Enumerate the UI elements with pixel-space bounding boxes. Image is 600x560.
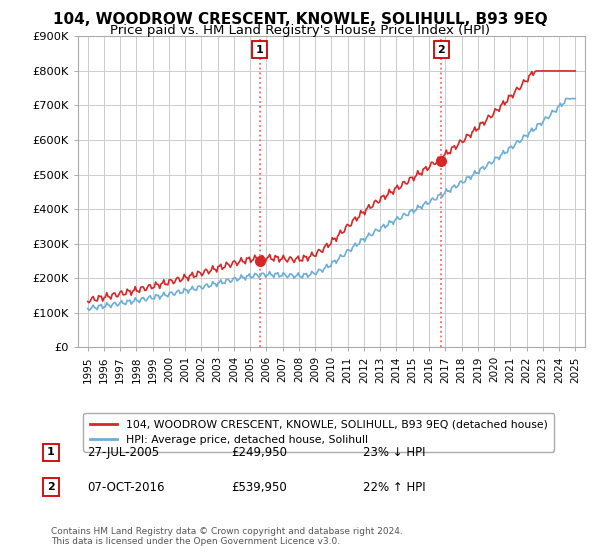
- Text: 104, WOODROW CRESCENT, KNOWLE, SOLIHULL, B93 9EQ: 104, WOODROW CRESCENT, KNOWLE, SOLIHULL,…: [53, 12, 547, 27]
- Text: Price paid vs. HM Land Registry's House Price Index (HPI): Price paid vs. HM Land Registry's House …: [110, 24, 490, 37]
- Legend: 104, WOODROW CRESCENT, KNOWLE, SOLIHULL, B93 9EQ (detached house), HPI: Average : 104, WOODROW CRESCENT, KNOWLE, SOLIHULL,…: [83, 413, 554, 451]
- Text: 2: 2: [437, 45, 445, 54]
- Text: 1: 1: [47, 447, 55, 458]
- Text: £539,950: £539,950: [231, 480, 287, 494]
- Text: Contains HM Land Registry data © Crown copyright and database right 2024.
This d: Contains HM Land Registry data © Crown c…: [51, 526, 403, 546]
- Text: 22% ↑ HPI: 22% ↑ HPI: [363, 480, 425, 494]
- Text: 1: 1: [256, 45, 263, 54]
- Text: £249,950: £249,950: [231, 446, 287, 459]
- Text: 23% ↓ HPI: 23% ↓ HPI: [363, 446, 425, 459]
- Text: 2: 2: [47, 482, 55, 492]
- Text: 27-JUL-2005: 27-JUL-2005: [87, 446, 159, 459]
- Text: 07-OCT-2016: 07-OCT-2016: [87, 480, 164, 494]
